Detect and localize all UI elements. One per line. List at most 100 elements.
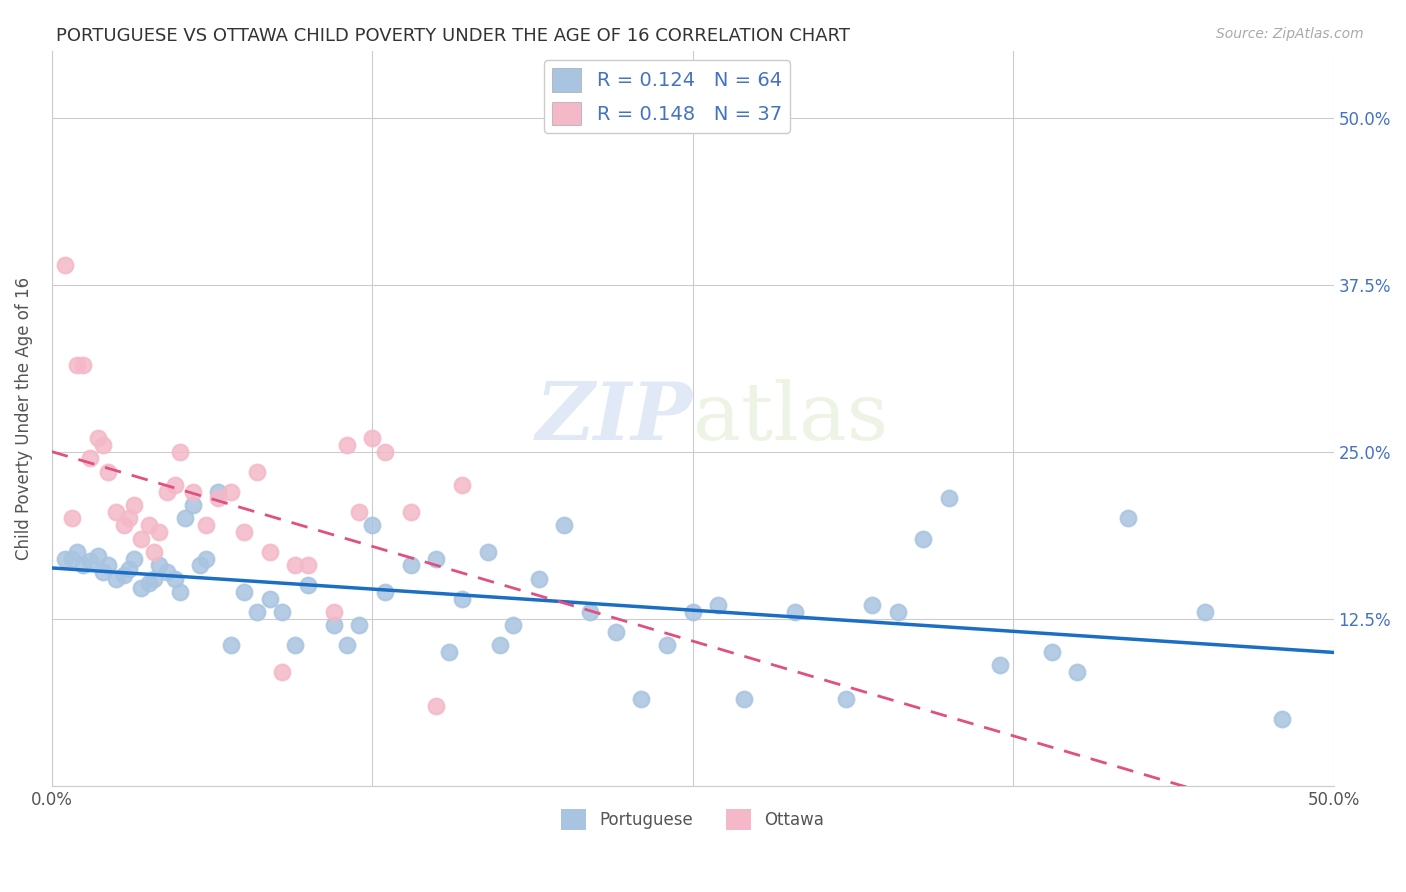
Point [437,645,460,659]
Point [502,618,524,632]
Point [259,545,281,559]
Point [399,558,422,573]
Text: Source: ZipAtlas.com: Source: ZipAtlas.com [1216,27,1364,41]
Point [131,581,153,595]
Text: PORTUGUESE VS OTTAWA CHILD POVERTY UNDER THE AGE OF 16 CORRELATION CHART: PORTUGUESE VS OTTAWA CHILD POVERTY UNDER… [56,27,851,45]
Point [246,605,269,619]
Point [143,545,166,559]
Point [425,551,447,566]
Point [72,358,94,372]
Point [60,551,83,566]
Point [655,639,678,653]
Y-axis label: Child Poverty Under the Age of 16: Child Poverty Under the Age of 16 [15,277,32,560]
Point [169,585,191,599]
Point [122,498,145,512]
Point [122,551,145,566]
Point [118,511,141,525]
Point [349,505,371,519]
Point [1271,712,1294,726]
Point [104,572,127,586]
Point [112,567,135,582]
Point [860,599,883,613]
Point [938,491,960,506]
Point [349,618,371,632]
Point [477,545,499,559]
Point [156,484,179,499]
Point [399,505,422,519]
Point [335,438,357,452]
Point [138,575,160,590]
Point [451,478,474,492]
Point [79,554,101,568]
Point [181,484,204,499]
Point [118,562,141,576]
Point [297,578,319,592]
Legend: Portuguese, Ottawa: Portuguese, Ottawa [554,803,831,837]
Point [169,444,191,458]
Point [66,358,89,372]
Point [233,585,256,599]
Point [207,491,229,506]
Point [707,599,730,613]
Point [91,565,114,579]
Point [1066,665,1088,680]
Point [322,618,344,632]
Point [66,545,89,559]
Point [733,692,755,706]
Point [284,639,307,653]
Point [148,524,170,539]
Point [219,639,242,653]
Point [259,591,281,606]
Point [912,532,935,546]
Point [72,558,94,573]
Point [630,692,652,706]
Point [174,511,197,525]
Point [53,258,76,272]
Point [1118,511,1140,525]
Point [138,518,160,533]
Point [335,639,357,653]
Point [271,665,294,680]
Point [682,605,704,619]
Point [163,572,186,586]
Point [87,431,110,445]
Point [361,518,384,533]
Point [451,591,474,606]
Point [1040,645,1063,659]
Point [190,558,212,573]
Point [143,572,166,586]
Point [79,451,101,466]
Point [553,518,575,533]
Point [194,518,217,533]
Point [489,639,512,653]
Point [97,465,120,479]
Point [1194,605,1216,619]
Text: atlas: atlas [693,379,887,458]
Point [579,605,602,619]
Point [104,505,127,519]
Point [207,484,229,499]
Point [605,625,627,640]
Point [53,551,76,566]
Text: ZIP: ZIP [536,379,693,457]
Point [91,438,114,452]
Point [233,524,256,539]
Point [271,605,294,619]
Point [785,605,807,619]
Point [988,658,1011,673]
Point [156,565,179,579]
Point [886,605,908,619]
Point [60,511,83,525]
Point [112,518,135,533]
Point [425,698,447,713]
Point [374,444,396,458]
Point [361,431,384,445]
Point [284,558,307,573]
Point [322,605,344,619]
Point [181,498,204,512]
Point [374,585,396,599]
Point [148,558,170,573]
Point [97,558,120,573]
Point [527,572,550,586]
Point [194,551,217,566]
